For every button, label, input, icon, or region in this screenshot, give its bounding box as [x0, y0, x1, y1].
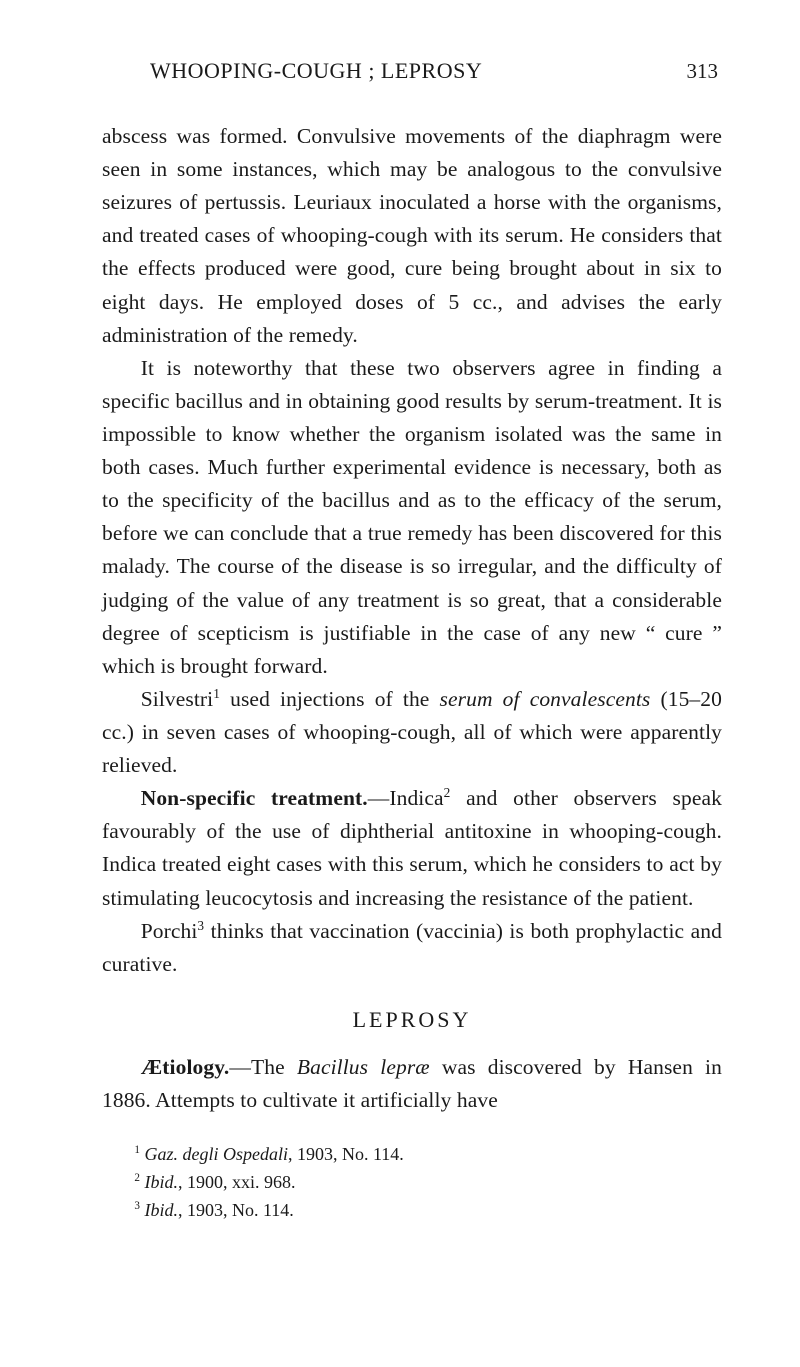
inline-heading-nonspecific: Non-specific treatment. [141, 786, 368, 810]
p3-pre: Silvestri [141, 687, 214, 711]
paragraph-2: It is noteworthy that these two observer… [102, 352, 722, 683]
section-heading-leprosy: LEPROSY [102, 1007, 722, 1033]
body-text: abscess was formed. Convulsive movements… [102, 120, 722, 1117]
inline-heading-aetiology: Ætiology. [141, 1055, 230, 1079]
paragraph-3: Silvestri1 used injections of the serum … [102, 683, 722, 782]
footnote-3-tail: , 1903, No. 114. [178, 1200, 294, 1220]
p3-mid: used injections of the [220, 687, 440, 711]
footnote-1-tail: , 1903, No. 114. [288, 1144, 404, 1164]
footnote-3-italic: Ibid. [144, 1200, 178, 1220]
aet-italic: Bacillus lepræ [297, 1055, 430, 1079]
footnote-2-tail: , 1900, xxi. 968. [178, 1172, 296, 1192]
paragraph-1: abscess was formed. Convulsive movements… [102, 120, 722, 352]
paragraph-4: Non-specific treatment.—Indica2 and othe… [102, 782, 722, 914]
p5-pre: Porchi [141, 919, 198, 943]
footnotes: 1 Gaz. degli Ospedali, 1903, No. 114. 2 … [102, 1141, 722, 1225]
footnote-2-italic: Ibid. [144, 1172, 178, 1192]
p3-italic: serum of convalescents [440, 687, 651, 711]
paragraph-5: Porchi3 thinks that vaccination (vaccini… [102, 915, 722, 981]
p4-mid: —Indica [368, 786, 444, 810]
footnote-3: 3 Ibid., 1903, No. 114. [102, 1197, 722, 1225]
aet-mid1: —The [229, 1055, 296, 1079]
paragraph-aetiology: Ætiology.—The Bacillus lepræ was discove… [102, 1051, 722, 1117]
running-title: WHOOPING-COUGH ; LEPROSY [150, 58, 482, 84]
page-number: 313 [687, 59, 719, 84]
footnote-2: 2 Ibid., 1900, xxi. 968. [102, 1169, 722, 1197]
footnote-1-italic: Gaz. degli Ospedali [144, 1144, 288, 1164]
running-head: WHOOPING-COUGH ; LEPROSY 313 [102, 58, 722, 84]
footnote-1: 1 Gaz. degli Ospedali, 1903, No. 114. [102, 1141, 722, 1169]
